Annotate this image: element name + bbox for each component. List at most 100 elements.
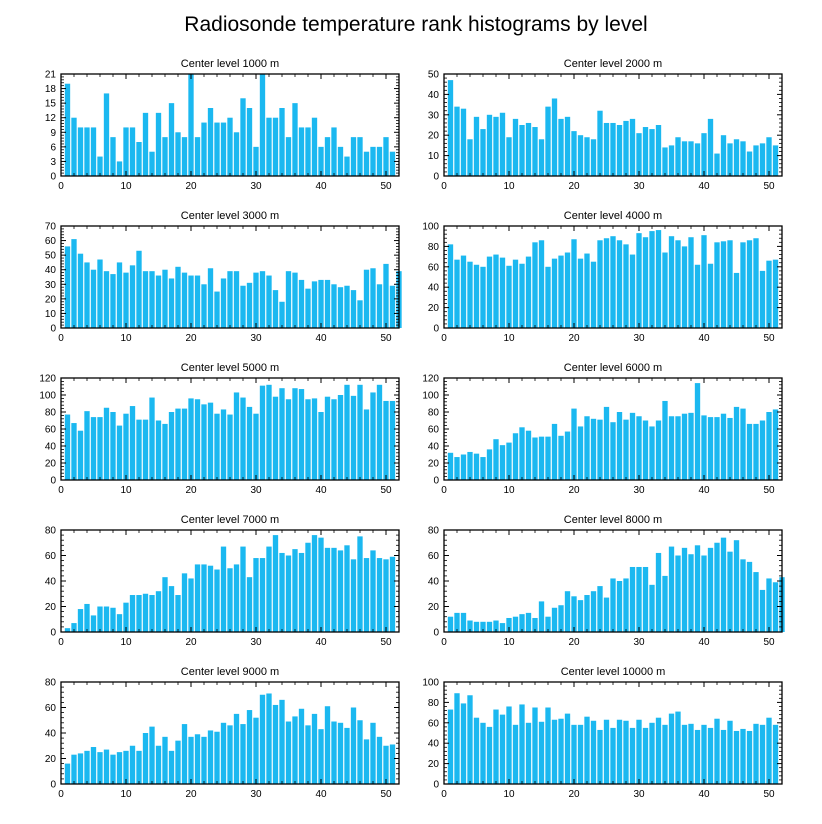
y-tick-label: 40 — [45, 729, 57, 740]
histogram-bar — [162, 577, 168, 632]
figure-title: Radiosonde temperature rank histograms b… — [184, 13, 647, 36]
histogram-bar — [311, 398, 318, 480]
histogram-bar — [525, 256, 532, 328]
y-tick-label: 60 — [428, 262, 440, 273]
y-tick-label: 20 — [428, 131, 440, 142]
histogram-bar — [344, 156, 350, 176]
histogram-bar — [675, 555, 681, 632]
histogram-bar — [590, 720, 597, 784]
x-tick-label: 20 — [185, 789, 197, 800]
y-tick-label: 120 — [422, 374, 439, 385]
histogram-bar — [551, 719, 558, 784]
histogram-bar — [590, 261, 597, 328]
x-tick-label: 30 — [633, 485, 645, 496]
histogram-panel: Center level 8000 m 0 10 20 30 40 50 0 20 40 60 80 — [428, 514, 785, 648]
histogram-bar — [110, 607, 116, 632]
histogram-bar — [746, 561, 753, 633]
histogram-bar — [84, 127, 90, 176]
panel-title: Center level 7000 m — [181, 514, 279, 526]
histogram-bar — [298, 127, 305, 176]
histogram-bar — [214, 569, 220, 632]
histogram-bar — [512, 724, 519, 784]
x-tick-label: 30 — [633, 637, 645, 648]
histogram-bar — [363, 269, 370, 328]
histogram-bar — [525, 722, 532, 784]
histogram-bar — [649, 722, 655, 784]
histogram-bar — [727, 240, 733, 328]
histogram-bar — [759, 420, 766, 480]
histogram-bar — [525, 122, 532, 176]
x-tick-label: 30 — [633, 789, 645, 800]
y-tick-label: 0 — [433, 780, 439, 791]
histogram-bar — [97, 606, 103, 632]
x-tick-label: 30 — [250, 789, 262, 800]
histogram-bar — [467, 620, 473, 632]
histogram-bar — [344, 384, 350, 480]
histogram-bar — [759, 724, 766, 784]
histogram-bar — [318, 146, 324, 176]
histogram-bar — [246, 406, 253, 480]
histogram-bar — [662, 724, 668, 784]
histogram-bar — [493, 116, 499, 176]
histogram-bar — [486, 114, 493, 176]
histogram-bar — [649, 584, 655, 632]
histogram-bar — [629, 412, 636, 480]
histogram-bar — [558, 435, 564, 480]
histogram-bar — [272, 535, 279, 632]
histogram-bar — [155, 591, 162, 632]
histogram-bar — [610, 727, 616, 784]
x-tick-label: 10 — [503, 789, 515, 800]
histogram-bar — [603, 238, 610, 328]
histogram-bar — [285, 721, 292, 784]
histogram-bar — [357, 384, 363, 480]
histogram-bar — [168, 586, 175, 632]
histogram-bar — [84, 750, 90, 784]
histogram-bar — [77, 609, 84, 632]
histogram-bar — [129, 265, 136, 328]
histogram-bar — [740, 242, 746, 328]
histogram-panel: Center level 10000 m 0 10 20 30 40 50 0 20 40 60 80… — [422, 666, 783, 800]
histogram-bar — [136, 595, 142, 632]
histogram-bar — [103, 407, 110, 480]
histogram-bar — [577, 426, 584, 480]
histogram-bar — [285, 555, 292, 632]
x-tick-label: 10 — [120, 333, 132, 344]
histogram-bar — [577, 135, 584, 176]
histogram-panel: Center level 6000 m 0 10 20 30 40 50 0 20 40 60 80 1… — [422, 362, 783, 496]
histogram-bar — [266, 693, 272, 784]
histogram-bar — [454, 612, 460, 633]
x-tick-label: 10 — [503, 637, 515, 648]
histogram-bar — [389, 400, 396, 480]
histogram-bar — [538, 721, 545, 784]
histogram-bar — [486, 449, 493, 480]
histogram-bar — [564, 713, 571, 784]
histogram-bar — [350, 395, 357, 480]
histogram-bar — [753, 238, 759, 328]
histogram-bar — [694, 545, 701, 632]
histogram-bar — [259, 271, 266, 328]
histogram-bar — [493, 439, 499, 480]
panel-title: Center level 4000 m — [564, 210, 662, 222]
x-tick-label: 20 — [568, 485, 580, 496]
histogram-bar — [162, 736, 168, 784]
y-tick-label: 60 — [45, 425, 57, 436]
histogram-bar — [142, 593, 149, 632]
y-tick-label: 0 — [50, 324, 56, 335]
histogram-bar — [681, 724, 688, 784]
histogram-bar — [246, 108, 253, 176]
y-tick-label: 60 — [45, 236, 57, 247]
histogram-bar — [668, 416, 675, 480]
x-tick-label: 0 — [441, 789, 447, 800]
histogram-bar — [201, 404, 207, 480]
histogram-bar — [110, 412, 116, 480]
histogram-bar — [123, 272, 129, 328]
histogram-bar — [298, 708, 305, 784]
histogram-bar — [532, 242, 538, 328]
histogram-bar — [499, 623, 506, 632]
histogram-bar — [266, 384, 272, 480]
histogram-bar — [116, 425, 123, 480]
histogram-bar — [168, 278, 175, 328]
histogram-bar — [707, 417, 714, 480]
histogram-bar — [746, 151, 753, 176]
